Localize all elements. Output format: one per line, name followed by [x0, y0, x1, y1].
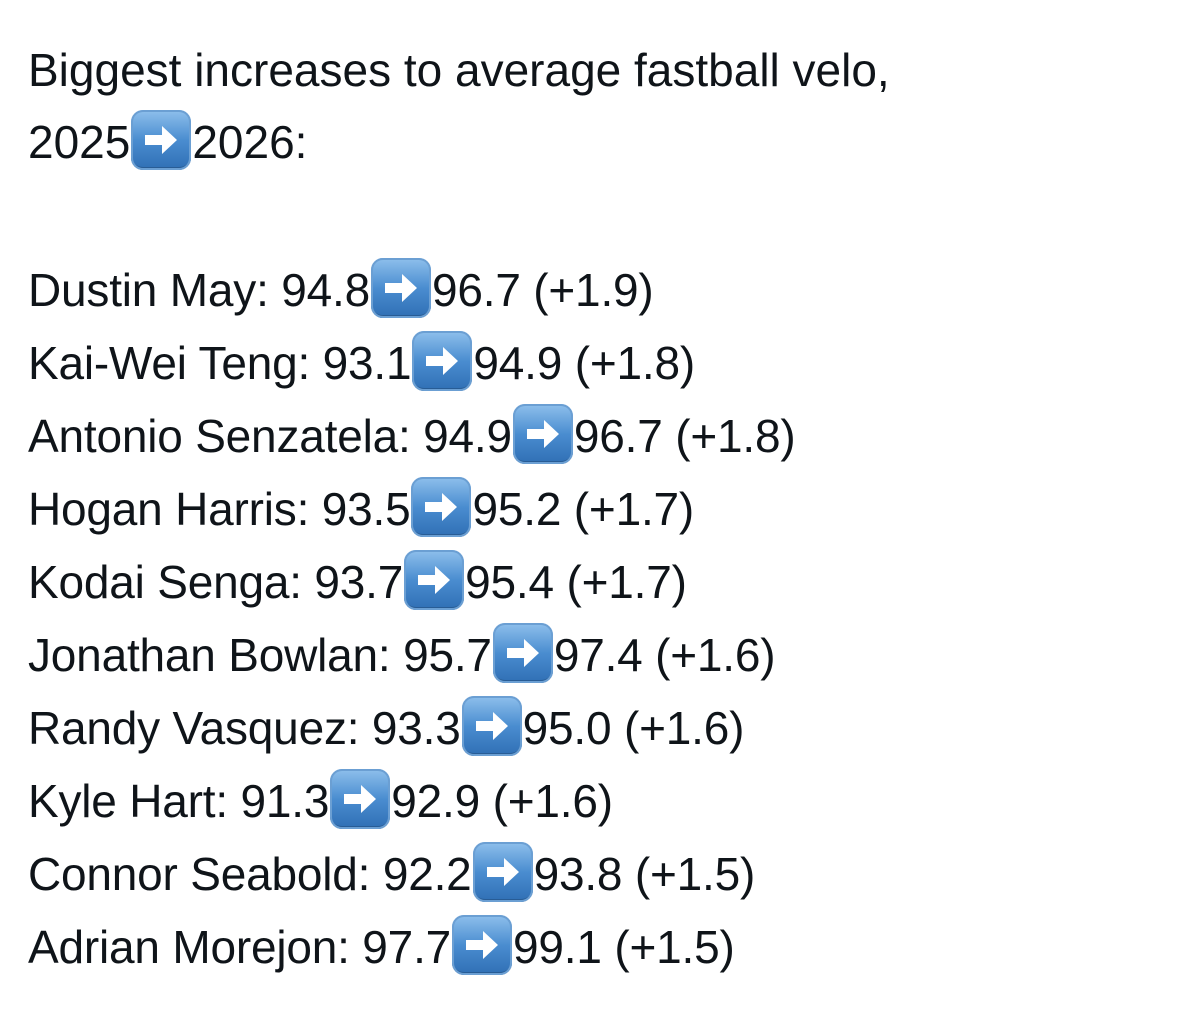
right-arrow-icon [404, 550, 465, 610]
right-arrow-icon [412, 331, 473, 391]
velo-row-suffix: 95.0 (+1.6) [522, 702, 745, 754]
velo-row-suffix: 96.7 (+1.8) [573, 410, 796, 462]
velo-row-suffix: 95.2 (+1.7) [472, 483, 695, 535]
velo-row-prefix: Hogan Harris: 93.5 [28, 483, 411, 535]
velo-row-prefix: Adrian Morejon: 97.7 [28, 921, 452, 973]
year-to: 2026: [192, 116, 308, 168]
velo-row-suffix: 95.4 (+1.7) [465, 556, 687, 608]
velo-row-prefix: Connor Seabold: 92.2 [28, 848, 472, 900]
velo-row-prefix: Kodai Senga: 93.7 [28, 556, 404, 608]
velo-row-suffix: 94.9 (+1.8) [473, 337, 695, 389]
velo-row: Kai-Wei Teng: 93.1 94.9 (+1.8) [28, 327, 1168, 400]
velo-row-prefix: Jonathan Bowlan: 95.7 [28, 629, 492, 681]
right-arrow-icon [461, 696, 522, 756]
blank-line [28, 178, 1168, 254]
velo-row: Connor Seabold: 92.2 93.8 (+1.5) [28, 838, 1168, 911]
velo-row: Antonio Senzatela: 94.9 96.7 (+1.8) [28, 400, 1168, 473]
velo-row-prefix: Dustin May: 94.8 [28, 264, 370, 316]
velo-row: Hogan Harris: 93.5 95.2 (+1.7) [28, 473, 1168, 546]
velo-row-prefix: Antonio Senzatela: 94.9 [28, 410, 512, 462]
velo-row-suffix: 97.4 (+1.6) [553, 629, 776, 681]
right-arrow-icon [452, 915, 513, 975]
post-title-line-1: Biggest increases to average fastball ve… [28, 44, 890, 96]
post-text: Biggest increases to average fastball ve… [28, 34, 1168, 984]
year-from: 2025 [28, 116, 131, 168]
velo-row: Dustin May: 94.8 96.7 (+1.9) [28, 254, 1168, 327]
velo-row: Kyle Hart: 91.3 92.9 (+1.6) [28, 765, 1168, 838]
velo-row-prefix: Randy Vasquez: 93.3 [28, 702, 461, 754]
right-arrow-icon [492, 623, 553, 683]
velo-row: Randy Vasquez: 93.3 95.0 (+1.6) [28, 692, 1168, 765]
right-arrow-icon [370, 258, 431, 318]
right-arrow-icon [472, 842, 533, 902]
right-arrow-icon [131, 110, 192, 170]
velo-row: Adrian Morejon: 97.7 99.1 (+1.5) [28, 911, 1168, 984]
velo-row: Kodai Senga: 93.7 95.4 (+1.7) [28, 546, 1168, 619]
velo-row: Jonathan Bowlan: 95.7 97.4 (+1.6) [28, 619, 1168, 692]
velo-row-suffix: 93.8 (+1.5) [533, 848, 756, 900]
velo-row-suffix: 96.7 (+1.9) [431, 264, 654, 316]
velo-row-prefix: Kyle Hart: 91.3 [28, 775, 330, 827]
right-arrow-icon [512, 404, 573, 464]
velo-row-prefix: Kai-Wei Teng: 93.1 [28, 337, 412, 389]
post-title-line-2: 2025 2026: [28, 106, 1168, 178]
velo-row-suffix: 99.1 (+1.5) [513, 921, 735, 973]
right-arrow-icon [330, 769, 391, 829]
right-arrow-icon [411, 477, 472, 537]
velo-row-suffix: 92.9 (+1.6) [391, 775, 613, 827]
